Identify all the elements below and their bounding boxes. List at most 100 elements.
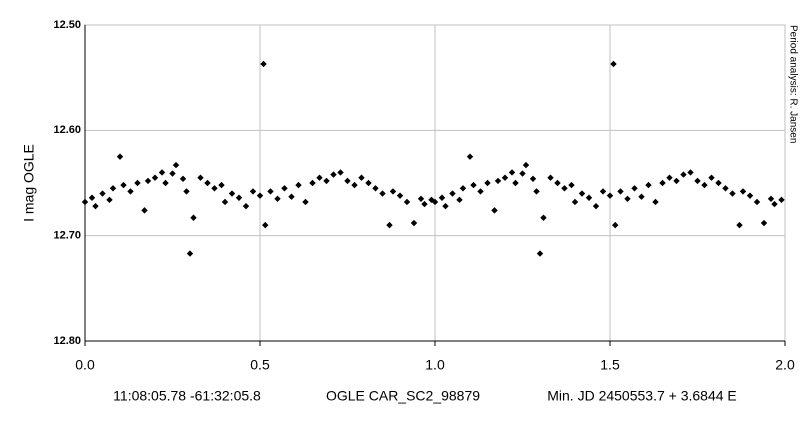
data-point [491,207,498,214]
data-point [190,214,197,221]
data-point [211,185,218,192]
data-point [659,179,666,187]
data-point [116,153,124,160]
data-point [438,194,446,201]
data-point [617,188,624,195]
data-point [99,190,106,197]
data-point [134,179,141,187]
data-point [501,174,509,181]
data-point [396,192,404,199]
data-point [302,198,309,206]
data-point [442,202,449,210]
data-point [631,185,638,192]
data-point [578,190,586,197]
data-point [403,198,411,206]
data-point [295,181,302,189]
x-tick-label: 2.0 [775,357,795,373]
data-point [179,175,187,182]
data-point [456,196,463,204]
data-point [151,174,159,181]
data-point [568,181,575,189]
data-point [274,195,281,202]
data-point [410,219,418,227]
data-point [771,200,778,208]
data-point [158,169,166,176]
data-point [459,185,467,192]
data-point [533,188,540,195]
data-point [417,195,425,202]
data-point [547,174,554,181]
data-point [262,221,269,229]
data-point [218,181,225,189]
data-point [673,177,680,185]
data-point [512,179,519,187]
data-point [449,190,456,197]
data-point [739,188,747,195]
y-tick-label: 12.50 [53,19,81,31]
data-point [753,198,761,206]
data-point [666,174,673,181]
y-tick-label: 12.70 [53,230,81,242]
data-point [120,181,127,189]
data-point [610,60,617,68]
data-point [585,194,593,201]
data-point [767,195,775,202]
x-tick-label: 0.5 [250,357,270,373]
data-point [599,188,607,195]
data-point [204,179,211,187]
data-point [358,174,365,181]
data-point [379,190,386,197]
data-point [242,202,250,210]
footer-ephemeris: Min. JD 2450553.7 + 3.6844 E [547,388,737,404]
data-point [365,179,372,187]
data-point [162,179,169,187]
data-point [687,169,694,176]
data-point [81,198,89,206]
data-point [337,169,344,176]
data-point [106,196,113,204]
data-point [88,194,96,201]
data-point [228,190,236,197]
data-point [169,170,176,177]
data-point [316,174,323,181]
data-point [260,60,267,68]
data-point [127,188,134,195]
data-point [421,200,428,208]
x-tick-label: 0.0 [75,357,95,373]
data-point [288,193,295,200]
data-point [330,171,337,178]
footer-star: OGLE CAR_SC2_98879 [326,388,480,404]
data-point [508,169,516,176]
data-point [729,190,736,197]
data-point [701,181,708,189]
data-point [612,221,619,229]
data-point [221,198,229,206]
data-point [309,179,316,187]
data-point [186,250,194,257]
data-point [536,250,544,257]
data-point [746,192,754,199]
data-point [708,174,715,181]
data-point [428,196,435,204]
data-point [606,192,614,199]
data-point [235,194,243,201]
data-point [554,179,561,187]
data-point [256,192,264,199]
data-point [144,177,152,185]
data-point [494,177,502,185]
y-tick-label: 12.80 [53,335,81,347]
data-point [183,188,190,195]
data-point [722,185,729,192]
data-point [389,188,397,195]
data-point [386,221,393,229]
data-point [92,202,99,210]
data-point [645,181,652,189]
data-point [715,179,722,187]
data-point [351,181,358,189]
data-point [680,171,687,178]
data-point [344,177,351,185]
data-point [141,207,148,214]
x-tick-label: 1.0 [425,357,445,373]
y-tick-label: 12.60 [53,124,81,136]
